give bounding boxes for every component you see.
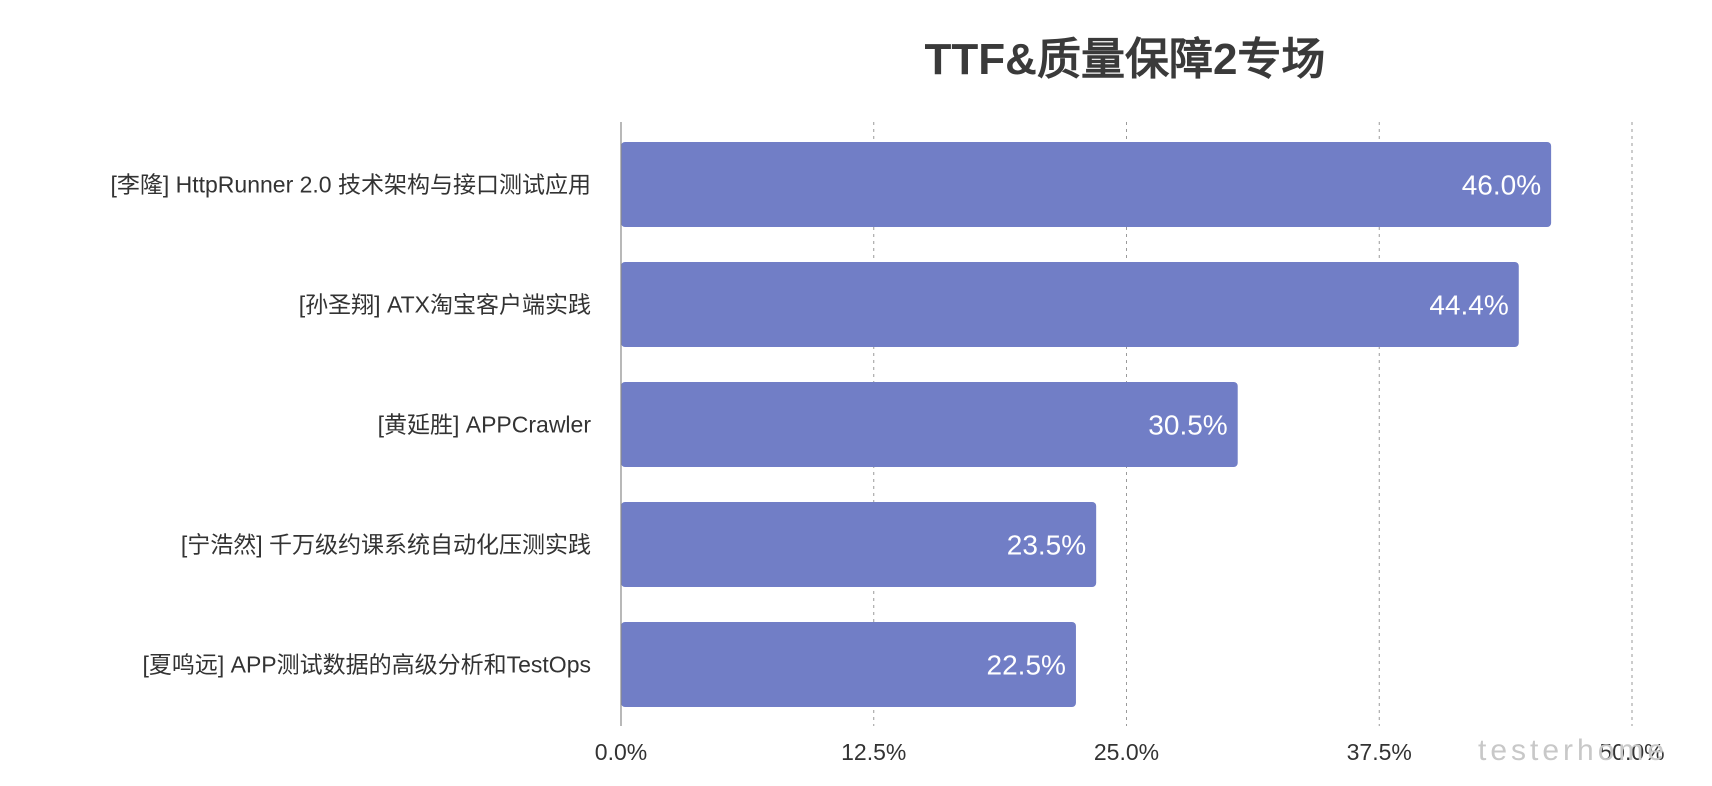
category-label: [孙圣翔] ATX淘宝客户端实践 (299, 292, 591, 318)
data-label: 22.5% (987, 650, 1066, 681)
category-label: [宁浩然] 千万级约课系统自动化压测实践 (181, 532, 591, 558)
bar (621, 262, 1519, 347)
data-label: 46.0% (1462, 170, 1541, 201)
bar (621, 502, 1097, 587)
x-tick-label: 0.0% (595, 739, 647, 765)
x-tick-label: 37.5% (1347, 739, 1412, 765)
category-label: [黄延胜] APPCrawler (378, 412, 592, 438)
data-label: 44.4% (1429, 290, 1508, 321)
watermark-logo: testerhome (1478, 734, 1668, 767)
x-tick-label: 25.0% (1094, 739, 1159, 765)
labels: 0.0% 12.5% 25.0% 37.5% 50.0% [李隆] HttpRunner … (110, 170, 1664, 766)
chart-title: TTF&质量保障2专场 (925, 35, 1326, 84)
x-tick-label: 12.5% (841, 739, 906, 765)
data-label: 23.5% (1007, 530, 1086, 561)
bar (621, 622, 1076, 707)
category-label: [夏鸣远] APP测试数据的高级分析和TestOps (142, 652, 591, 678)
bars (621, 142, 1552, 707)
x-tick-label: 50.0% (1599, 739, 1664, 765)
bar (621, 382, 1238, 467)
bar (621, 142, 1552, 227)
category-label: [李隆] HttpRunner 2.0 技术架构与接口测试应用 (110, 172, 591, 198)
data-label: 30.5% (1148, 410, 1227, 441)
